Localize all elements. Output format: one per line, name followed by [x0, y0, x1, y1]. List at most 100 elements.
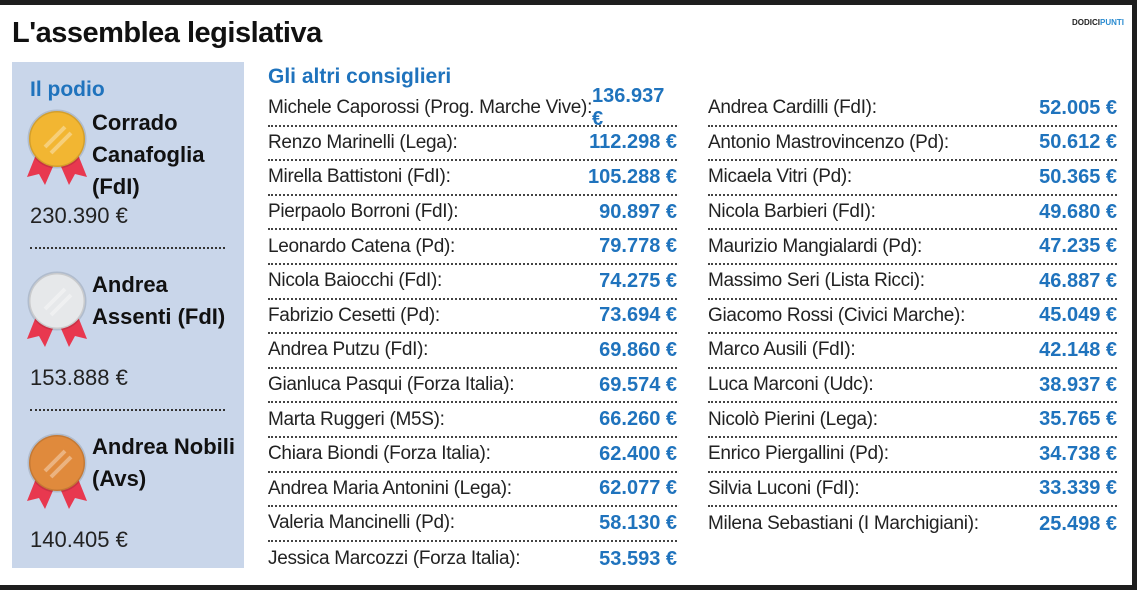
councillor-name: Michele Caporossi (Prog. Marche Vive): [268, 97, 593, 119]
councillor-name: Milena Sebastiani (I Marchigiani): [708, 513, 979, 535]
list-item: Fabrizio Cesetti (Pd): 73.694 € [268, 300, 677, 335]
list-item: Valeria Mancinelli (Pd): 58.130 € [268, 507, 677, 542]
councillor-value: 47.235 € [1039, 235, 1117, 258]
brand-logo: DODICIPUNTI [1072, 18, 1124, 27]
silver-medal-icon [27, 271, 87, 347]
councillor-name: Enrico Piergallini (Pd): [708, 443, 889, 465]
list-item: Giacomo Rossi (Civici Marche): 45.049 € [708, 300, 1117, 335]
councillor-value: 53.593 € [599, 547, 677, 570]
bronze-medal-icon [27, 433, 87, 509]
list-item: Mirella Battistoni (FdI): 105.288 € [268, 161, 677, 196]
councillor-value: 50.365 € [1039, 165, 1117, 188]
list-item: Chiara Biondi (Forza Italia): 62.400 € [268, 438, 677, 473]
councillor-value: 69.860 € [599, 338, 677, 361]
councillor-value: 38.937 € [1039, 373, 1117, 396]
councillor-value: 69.574 € [599, 373, 677, 396]
councillor-value: 52.005 € [1039, 96, 1117, 119]
councillor-name: Luca Marconi (Udc): [708, 374, 874, 396]
councillor-value: 73.694 € [599, 304, 677, 327]
list-item: Michele Caporossi (Prog. Marche Vive): 13… [268, 85, 677, 130]
winner-name: Corrado Canafoglia (FdI) [92, 110, 205, 199]
councillor-name: Marta Ruggeri (M5S): [268, 408, 445, 430]
list-item: Micaela Vitri (Pd): 50.365 € [708, 161, 1117, 196]
list-item: Andrea Maria Antonini (Lega): 62.077 € [268, 473, 677, 508]
list-item: Leonardo Catena (Pd): 79.778 € [268, 230, 677, 265]
list-item: Enrico Piergallini (Pd): 34.738 € [708, 438, 1117, 473]
councillor-name: Andrea Maria Antonini (Lega): [268, 477, 512, 499]
councillor-name: Antonio Mastrovincenzo (Pd): [708, 131, 949, 153]
councillor-value: 66.260 € [599, 408, 677, 431]
councillor-name: Gianluca Pasqui (Forza Italia): [268, 374, 515, 396]
list-item: Jessica Marcozzi (Forza Italia): 53.593 € [268, 542, 677, 577]
councillor-name: Mirella Battistoni (FdI): [268, 166, 451, 188]
councillor-name: Renzo Marinelli (Lega): [268, 131, 458, 153]
infographic: L'assemblea legislativa DODICIPUNTI Il p… [0, 5, 1132, 585]
councillor-name: Giacomo Rossi (Civici Marche): [708, 304, 966, 326]
councillor-name: Marco Ausili (FdI): [708, 339, 856, 361]
list-left: Michele Caporossi (Prog. Marche Vive): 13… [268, 85, 677, 577]
list-item: Marta Ruggeri (M5S): 66.260 € [268, 403, 677, 438]
councillor-name: Jessica Marcozzi (Forza Italia): [268, 548, 521, 570]
list-item: Nicola Baiocchi (FdI): 74.275 € [268, 265, 677, 300]
councillor-name: Fabrizio Cesetti (Pd): [268, 304, 440, 326]
councillor-name: Andrea Cardilli (FdI): [708, 97, 877, 119]
councillor-value: 74.275 € [599, 269, 677, 292]
winner-value: 230.390 € [30, 203, 128, 228]
councillor-value: 45.049 € [1039, 304, 1117, 327]
councillor-value: 58.130 € [599, 511, 677, 534]
councillor-value: 62.077 € [599, 477, 677, 500]
councillor-value: 49.680 € [1039, 200, 1117, 223]
councillor-value: 112.298 € [589, 131, 677, 154]
list-item: Maurizio Mangialardi (Pd): 47.235 € [708, 230, 1117, 265]
councillor-name: Nicola Baiocchi (FdI): [268, 270, 442, 292]
councillor-name: Silvia Luconi (FdI): [708, 477, 860, 499]
councillor-name: Maurizio Mangialardi (Pd): [708, 235, 922, 257]
list-item: Andrea Putzu (FdI): 69.860 € [268, 334, 677, 369]
councillor-value: 33.339 € [1039, 477, 1117, 500]
list-right: Andrea Cardilli (FdI): 52.005 € Antonio Ma… [708, 92, 1117, 542]
councillor-value: 62.400 € [599, 442, 677, 465]
podium-panel: Il podio Corrado Canafoglia (FdI) 230.39… [12, 62, 244, 568]
councillor-name: Andrea Putzu (FdI): [268, 339, 429, 361]
councillor-value: 46.887 € [1039, 269, 1117, 292]
list-item: Pierpaolo Borroni (FdI): 90.897 € [268, 196, 677, 231]
councillor-value: 35.765 € [1039, 408, 1117, 431]
brand-part-1: DODICI [1072, 18, 1100, 27]
councillor-value: 90.897 € [599, 200, 677, 223]
divider [30, 247, 225, 249]
councillor-name: Nicola Barbieri (FdI): [708, 201, 876, 223]
list-item: Marco Ausili (FdI): 42.148 € [708, 334, 1117, 369]
councillor-name: Chiara Biondi (Forza Italia): [268, 443, 491, 465]
list-item: Antonio Mastrovincenzo (Pd): 50.612 € [708, 127, 1117, 162]
list-item: Luca Marconi (Udc): 38.937 € [708, 369, 1117, 404]
list-item: Andrea Cardilli (FdI): 52.005 € [708, 92, 1117, 127]
page-title: L'assemblea legislativa [12, 17, 322, 49]
gold-medal-icon [27, 109, 87, 185]
winner-name: Andrea Assenti (FdI) [92, 272, 226, 329]
list-item: Nicola Barbieri (FdI): 49.680 € [708, 196, 1117, 231]
list-item: Milena Sebastiani (I Marchigiani): 25.498… [708, 507, 1117, 542]
councillor-name: Micaela Vitri (Pd): [708, 166, 852, 188]
podium-heading: Il podio [30, 78, 105, 101]
councillor-name: Nicolò Pierini (Lega): [708, 408, 878, 430]
councillor-value: 79.778 € [599, 235, 677, 258]
winner-value: 140.405 € [30, 527, 128, 552]
list-item: Silvia Luconi (FdI): 33.339 € [708, 473, 1117, 508]
councillor-name: Pierpaolo Borroni (FdI): [268, 201, 459, 223]
list-item: Nicolò Pierini (Lega): 35.765 € [708, 403, 1117, 438]
councillor-value: 136.937 € [592, 85, 665, 131]
winner-name: Andrea Nobili (Avs) [92, 434, 236, 491]
councillor-value: 105.288 € [588, 165, 677, 188]
list-item: Massimo Seri (Lista Ricci): 46.887 € [708, 265, 1117, 300]
councillor-name: Leonardo Catena (Pd): [268, 235, 455, 257]
councillor-value: 25.498 € [1039, 512, 1117, 535]
list-item: Gianluca Pasqui (Forza Italia): 69.574 € [268, 369, 677, 404]
councillor-name: Massimo Seri (Lista Ricci): [708, 270, 925, 292]
councillor-name: Valeria Mancinelli (Pd): [268, 512, 455, 534]
councillor-value: 50.612 € [1039, 131, 1117, 154]
others-heading: Gli altri consiglieri [268, 65, 452, 88]
councillor-value: 42.148 € [1039, 338, 1117, 361]
winner-value: 153.888 € [30, 365, 128, 390]
brand-part-2: PUNTI [1100, 18, 1124, 27]
list-item: Renzo Marinelli (Lega): 112.298 € [268, 127, 677, 162]
